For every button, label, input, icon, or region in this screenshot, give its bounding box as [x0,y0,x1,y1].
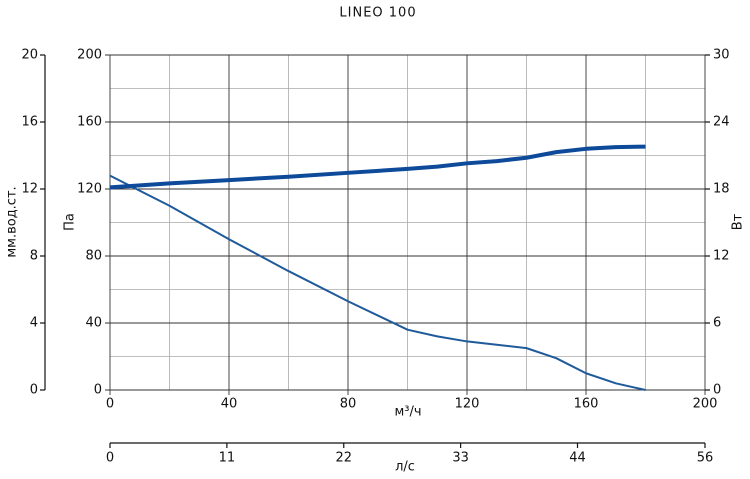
series-line [109,174,646,391]
y2-tick-label: 12 [713,249,730,264]
y2-tick-label: 30 [713,48,730,63]
y-tick-label: 40 [85,316,102,331]
y-tick-label: 200 [77,48,102,63]
x2-tick-label: 22 [335,451,352,466]
y2-tick-label: 24 [713,115,730,130]
y-tick-label: 160 [77,115,102,130]
y3-tick-label: 4 [30,316,38,331]
x-axis-label: м³/ч [394,405,421,420]
x-tick-label: 160 [574,397,599,412]
x2-tick-label: 0 [106,451,114,466]
x2-tick-label: 33 [452,451,469,466]
series-line [109,144,646,190]
y3-tick-label: 16 [21,115,38,130]
y2-axis-label: Вт [731,213,746,230]
x2-tick-label: 44 [569,451,586,466]
x2-tick-label: 11 [219,451,236,466]
y-axis-label: Па [63,213,78,231]
y3-tick-label: 0 [30,383,38,398]
y3-tick-label: 8 [30,249,38,264]
y-tick-label: 80 [85,249,102,264]
y3-tick-label: 12 [21,182,38,197]
chart-title: LINEO 100 [339,6,416,21]
x-tick-label: 40 [221,397,238,412]
x-tick-label: 0 [106,397,114,412]
y2-tick-label: 6 [713,316,721,331]
y-tick-label: 0 [94,383,102,398]
y3-tick-label: 20 [21,48,38,63]
y2-tick-label: 18 [713,182,730,197]
x-tick-label: 200 [693,397,718,412]
x-tick-label: 80 [340,397,357,412]
y2-tick-label: 0 [713,383,721,398]
x2-tick-label: 56 [697,451,714,466]
y-tick-label: 120 [77,182,102,197]
x-tick-label: 120 [455,397,480,412]
x2-axis-label: л/с [395,460,415,475]
y3-axis-label: мм.вод.ст. [5,186,20,257]
